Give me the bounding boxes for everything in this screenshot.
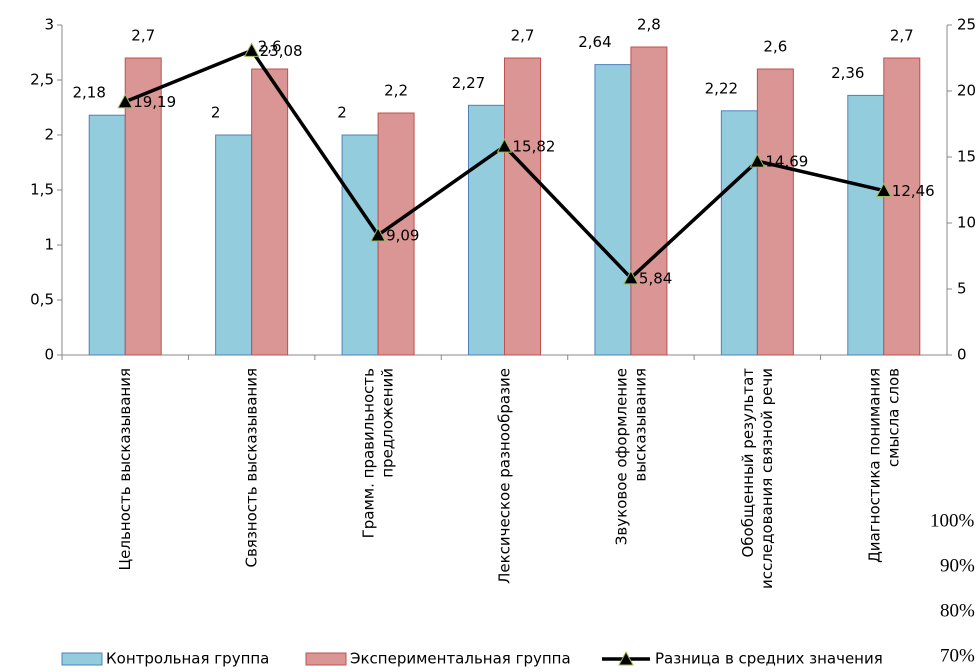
y-tick-label: 1 xyxy=(44,236,54,254)
legend-label: Контрольная группа xyxy=(106,650,269,668)
line-marker xyxy=(370,226,386,242)
bar xyxy=(630,46,668,356)
y2-tick-label: 15 xyxy=(957,148,976,166)
data-label: 2 xyxy=(337,104,347,122)
background-panel xyxy=(914,490,979,672)
data-label: 12,46 xyxy=(892,182,935,200)
bar xyxy=(756,68,794,356)
bar xyxy=(594,64,632,356)
legend-swatch xyxy=(305,652,347,666)
x-tick-label: Звуковое оформлениевысказывания xyxy=(612,368,649,545)
data-label: 2,2 xyxy=(384,82,408,100)
bar xyxy=(251,68,289,356)
data-label: 2,7 xyxy=(511,27,535,45)
y-tick-label: 1,5 xyxy=(30,181,54,199)
data-label: 2,8 xyxy=(637,16,661,34)
legend-label: Экспериментальная группа xyxy=(350,650,571,668)
data-label: 2,7 xyxy=(131,27,155,45)
background-label: 70% xyxy=(940,645,975,666)
legend-label: Разница в средних значения xyxy=(655,650,883,668)
bar xyxy=(377,112,415,356)
y-tick-label: 2,5 xyxy=(30,71,54,89)
line-marker xyxy=(496,138,513,153)
data-label: 2 xyxy=(211,104,221,122)
data-label: 19,19 xyxy=(133,93,176,111)
data-label: 2,7 xyxy=(890,27,914,45)
bar xyxy=(720,110,758,356)
x-tick-label: Грамм. правильностьпредложений xyxy=(359,368,396,538)
bar xyxy=(883,57,921,356)
y-tick-label: 3 xyxy=(44,16,54,34)
background-label: 100% xyxy=(930,510,975,531)
line-marker xyxy=(749,153,766,168)
data-label: 23,08 xyxy=(260,42,303,60)
bar xyxy=(468,104,505,356)
y2-tick-label: 10 xyxy=(957,214,976,232)
bar xyxy=(215,134,253,356)
line-marker xyxy=(243,42,260,57)
x-tick-label: Диагностика пониманиясмысла слов xyxy=(865,368,902,563)
y-tick-label: 0 xyxy=(44,346,54,364)
y2-tick-label: 20 xyxy=(957,82,976,100)
bar xyxy=(341,134,379,356)
line-marker xyxy=(875,182,892,198)
data-label: 2,18 xyxy=(73,84,106,102)
y-tick-label: 0,5 xyxy=(30,291,54,309)
x-tick-label: Связность высказывания xyxy=(242,368,260,568)
bar xyxy=(88,114,126,356)
background-label: 80% xyxy=(940,600,975,621)
y2-tick-label: 5 xyxy=(957,280,967,298)
x-tick-label: Обобщенный результатисследования связной… xyxy=(738,368,775,589)
legend-swatch xyxy=(61,652,103,666)
bar xyxy=(847,94,885,356)
data-label: 14,69 xyxy=(765,153,808,171)
data-label: 5,84 xyxy=(639,269,672,287)
bar xyxy=(124,57,162,356)
line-marker xyxy=(117,93,134,109)
x-tick-label: Цельность высказывания xyxy=(116,368,134,571)
y-tick-label: 2 xyxy=(44,126,54,144)
y2-tick-label: 0 xyxy=(957,346,967,364)
data-label: 9,09 xyxy=(386,227,419,245)
data-label: 2,6 xyxy=(763,38,787,56)
data-label: 2,22 xyxy=(705,79,738,97)
data-label: 2,36 xyxy=(831,64,864,82)
x-tick-label: Лексическое разнообразие xyxy=(495,368,513,584)
data-label: 2,27 xyxy=(452,74,485,92)
legend-marker xyxy=(618,650,634,666)
data-label: 2,6 xyxy=(258,38,282,56)
bar xyxy=(504,57,541,356)
line-marker xyxy=(623,269,639,285)
y2-tick-label: 25 xyxy=(957,16,976,34)
background-label: 90% xyxy=(940,555,975,576)
data-label: 15,82 xyxy=(513,138,556,156)
data-label: 2,64 xyxy=(578,33,611,51)
